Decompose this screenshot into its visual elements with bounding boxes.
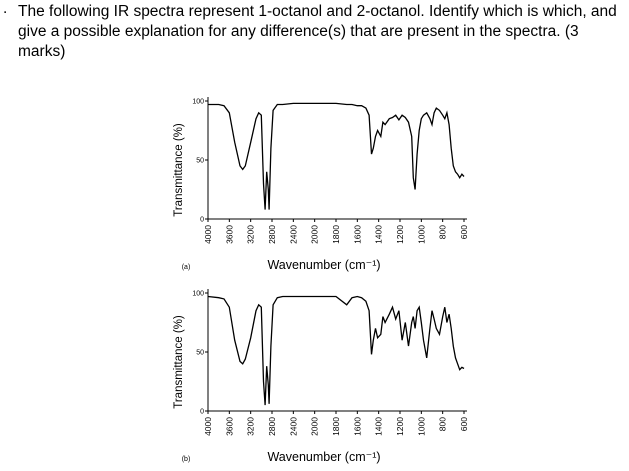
y-tick-label: 50 xyxy=(196,350,204,357)
x-axis-label: Wavenumber (cm⁻¹) xyxy=(267,258,380,272)
x-tick-label: 1600 xyxy=(352,417,362,436)
x-tick-label: 3200 xyxy=(246,417,256,436)
bullet: . xyxy=(3,0,8,17)
y-tick-label: 100 xyxy=(192,99,204,106)
x-tick-label: 800 xyxy=(438,417,448,431)
spectrum-line xyxy=(208,102,465,210)
y-tick-label: 0 xyxy=(200,217,204,224)
x-tick-label: 2000 xyxy=(310,225,320,244)
y-tick-label: 0 xyxy=(200,409,204,416)
spectrum-line xyxy=(207,295,465,406)
x-tick-label: 4000 xyxy=(203,417,213,436)
y-tick-label: 100 xyxy=(192,291,204,298)
x-tick-label: 3600 xyxy=(224,417,234,436)
x-tick-label: 2400 xyxy=(288,417,298,436)
x-tick-label: 1400 xyxy=(374,417,384,436)
x-tick-label: 1200 xyxy=(395,225,405,244)
x-tick-label: 3600 xyxy=(224,225,234,244)
x-tick-label: 1600 xyxy=(352,225,362,244)
x-tick-label: 1800 xyxy=(331,417,341,436)
x-tick-label: 3200 xyxy=(246,225,256,244)
x-tick-label: 2800 xyxy=(267,417,277,436)
x-tick-label: 600 xyxy=(459,417,469,431)
x-tick-label: 1200 xyxy=(395,417,405,436)
question-text: The following IR spectra represent 1-oct… xyxy=(18,3,617,60)
x-tick-label: 800 xyxy=(438,225,448,239)
x-tick-label: 600 xyxy=(459,225,469,239)
x-axis-label: Wavenumber (cm⁻¹) xyxy=(267,450,380,464)
y-axis-label: Transmittance (%) xyxy=(173,315,185,409)
x-tick-label: 2400 xyxy=(288,225,298,244)
y-axis-label: Transmittance (%) xyxy=(173,123,185,217)
x-tick-label: 1000 xyxy=(416,225,426,244)
panel-label: (b) xyxy=(182,456,191,463)
x-tick-label: 1400 xyxy=(374,225,384,244)
x-tick-label: 2800 xyxy=(267,225,277,244)
x-tick-label: 2000 xyxy=(310,417,320,436)
panel-label: (a) xyxy=(182,264,191,271)
x-tick-label: 1800 xyxy=(331,225,341,244)
y-tick-label: 50 xyxy=(196,158,204,165)
x-tick-label: 4000 xyxy=(203,225,213,244)
x-tick-label: 1000 xyxy=(416,417,426,436)
